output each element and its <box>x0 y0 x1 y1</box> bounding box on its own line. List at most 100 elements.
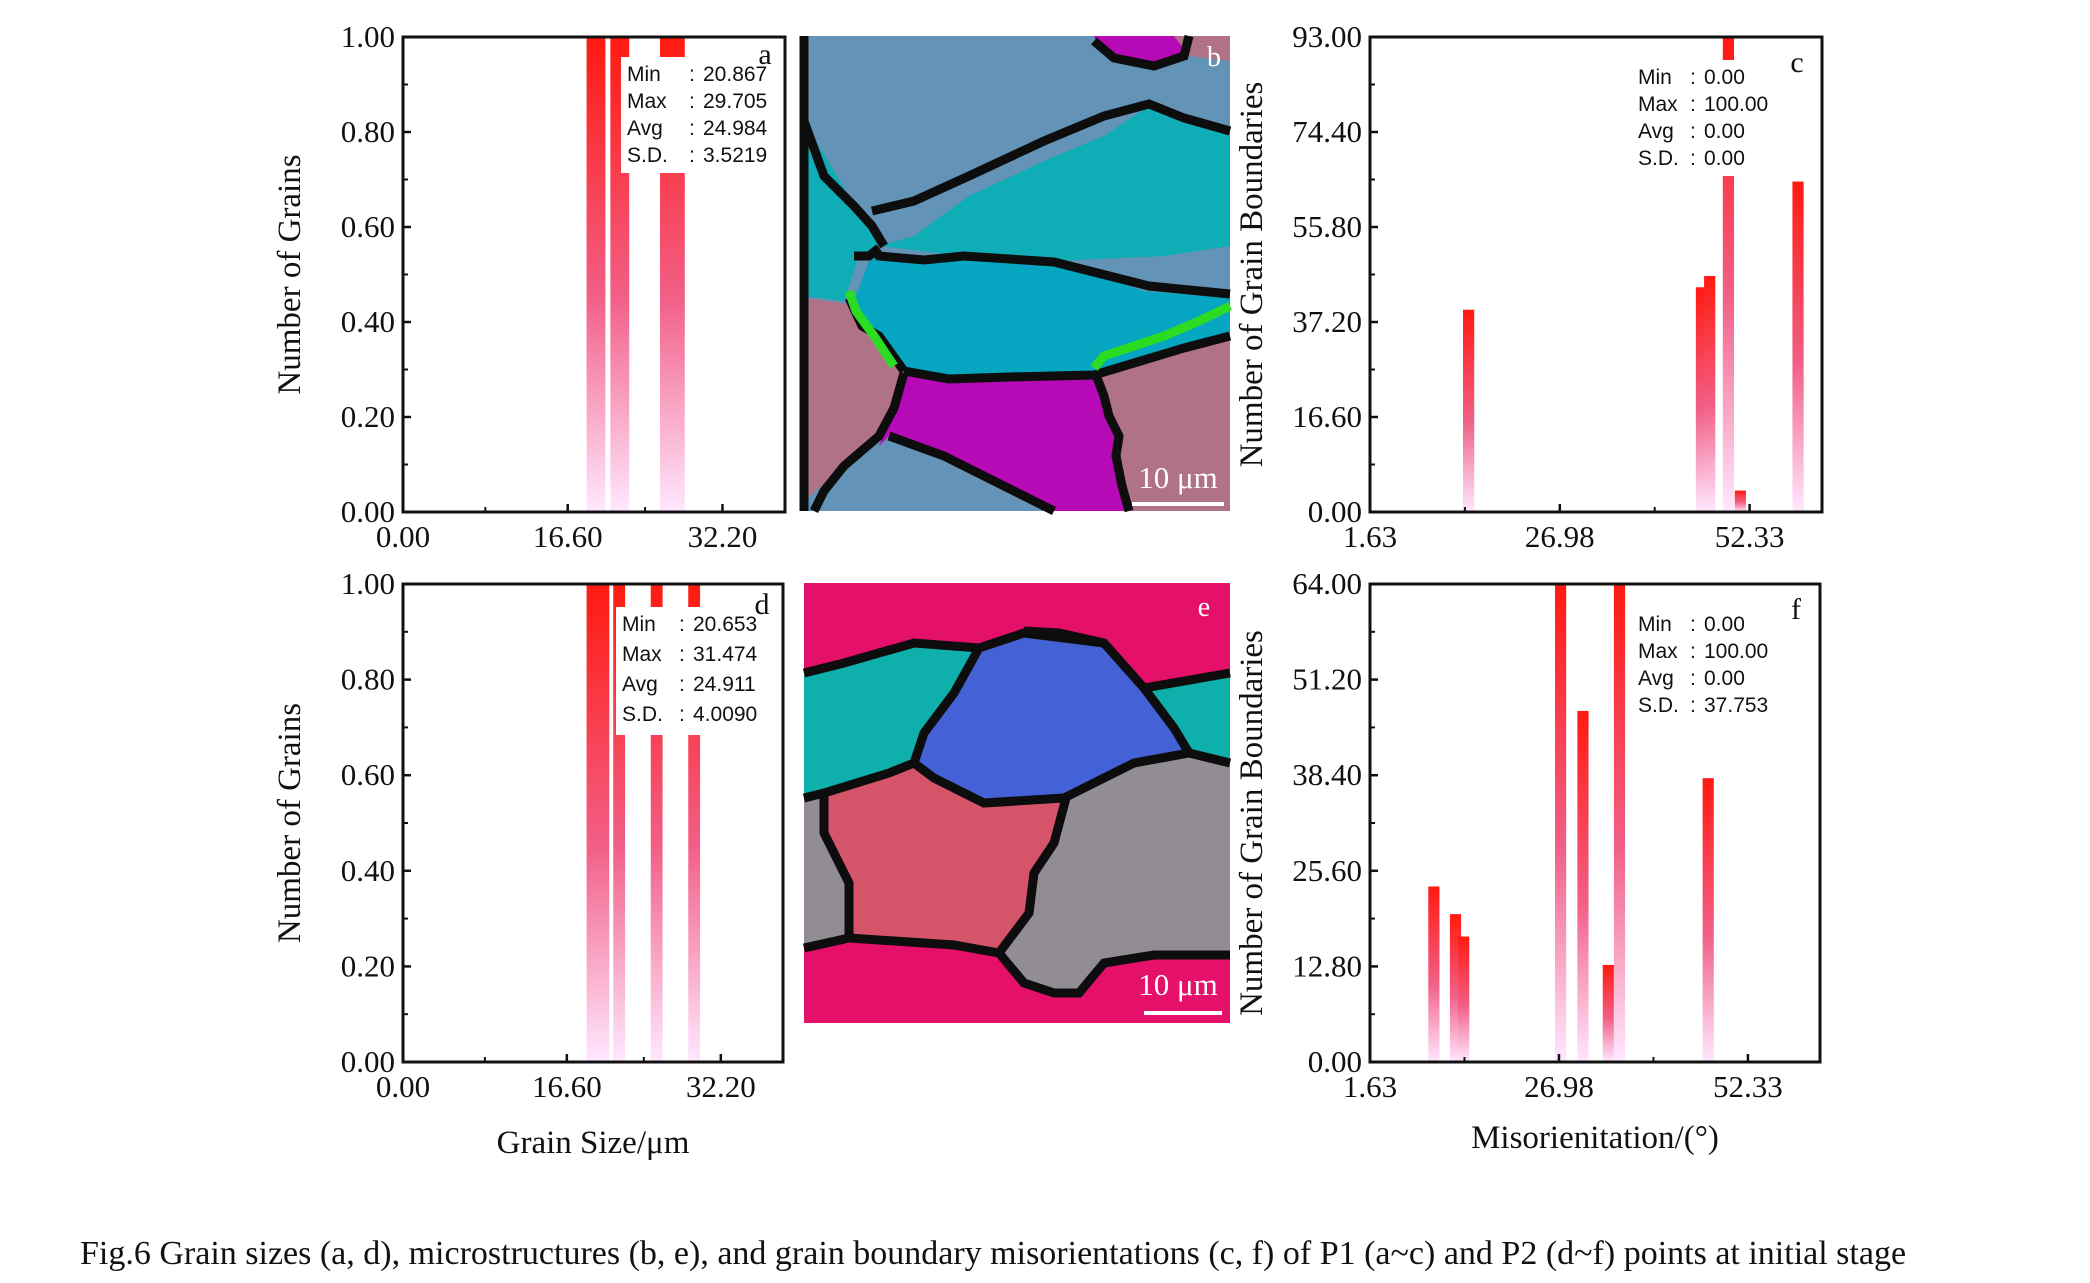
stats-value: 24.911 <box>693 673 756 696</box>
bar <box>586 37 606 512</box>
stats-label: Max <box>627 90 667 113</box>
y-axis-label: Number of Grains <box>272 703 308 943</box>
stats-value: 0.00 <box>1704 120 1745 143</box>
y-tick-label: 0.20 <box>341 399 395 434</box>
panel-label: d <box>755 588 770 621</box>
bar <box>1734 490 1747 512</box>
stats-separator: : <box>679 613 685 636</box>
x-tick-label: 26.98 <box>1524 1069 1594 1104</box>
bar <box>1555 584 1567 1062</box>
y-axis-label: Number of Grain Boundaries <box>1234 82 1270 468</box>
grain-boundaries <box>802 626 1232 998</box>
microstructure-map-b: 10 μm b <box>799 34 1232 516</box>
bar <box>1577 710 1589 1062</box>
x-tick-label: 16.60 <box>532 1069 602 1104</box>
stats-box <box>1632 60 1792 176</box>
bar <box>1458 936 1470 1062</box>
stats-label: Avg <box>1638 120 1674 143</box>
y-tick-label: 16.60 <box>1292 399 1362 434</box>
misorientation-chart-f: Min:0.00Max:100.00Avg:0.00S.D.:37.7530.0… <box>1234 566 1822 1156</box>
stats-separator: : <box>1690 613 1696 636</box>
x-tick-label: 52.33 <box>1713 1069 1783 1104</box>
grain <box>999 753 1230 993</box>
stats-separator: : <box>679 703 685 726</box>
stats-separator: : <box>1690 93 1696 116</box>
x-tick-label: 32.20 <box>688 519 758 554</box>
x-tick-label: 0.00 <box>376 519 430 554</box>
y-tick-label: 0.00 <box>341 1044 395 1079</box>
y-tick-label: 12.80 <box>1292 948 1362 983</box>
grain <box>804 106 1230 301</box>
y-tick-label: 0.40 <box>341 853 395 888</box>
panel-label: b <box>1207 42 1221 73</box>
x-tick-label: 1.63 <box>1343 1069 1397 1104</box>
y-axis-label: Number of Grains <box>272 154 308 394</box>
scale-label: 10 μm <box>1138 967 1217 1002</box>
y-tick-label: 0.40 <box>341 304 395 339</box>
bar <box>1602 964 1614 1062</box>
bar <box>688 584 701 1062</box>
stats-separator: : <box>689 144 695 167</box>
grain-size-chart-a: Min:20.867Max:29.705Avg:24.984S.D.:3.521… <box>272 19 787 554</box>
bar <box>597 584 610 1062</box>
figure-caption: Fig.6 Grain sizes (a, d), microstructure… <box>80 1235 1906 1272</box>
stats-label: Min <box>627 63 661 86</box>
panel-label: a <box>758 38 771 71</box>
stats-separator: : <box>679 673 685 696</box>
stats-separator: : <box>689 63 695 86</box>
stats-value: 0.00 <box>1704 613 1745 636</box>
stats-label: S.D. <box>1638 147 1679 170</box>
bar <box>1702 778 1714 1062</box>
bar <box>1704 276 1716 512</box>
stats-value: 37.753 <box>1704 694 1768 717</box>
bar <box>1462 309 1475 512</box>
stats-value: 100.00 <box>1704 93 1768 116</box>
y-tick-label: 64.00 <box>1292 566 1362 601</box>
stats-value: 4.0090 <box>693 703 757 726</box>
stats-value: 0.00 <box>1704 147 1745 170</box>
stats-value: 24.984 <box>703 117 768 140</box>
y-tick-label: 74.40 <box>1292 114 1362 149</box>
y-tick-label: 0.00 <box>1308 494 1362 529</box>
panel-label: c <box>1790 46 1803 79</box>
stats-label: S.D. <box>622 703 663 726</box>
y-tick-label: 0.60 <box>341 209 395 244</box>
twin-boundary-right <box>1090 301 1232 371</box>
stats-label: Max <box>622 643 662 666</box>
x-tick-label: 0.00 <box>376 1069 430 1104</box>
bar <box>1695 287 1708 512</box>
y-tick-label: 0.80 <box>341 662 395 697</box>
stats-label: S.D. <box>1638 694 1679 717</box>
stats-separator: : <box>1690 66 1696 89</box>
grain <box>804 643 979 798</box>
stats-label: Min <box>1638 613 1672 636</box>
stats-label: Max <box>1638 93 1678 116</box>
x-tick-label: 16.60 <box>533 519 603 554</box>
stats-value: 0.00 <box>1704 667 1745 690</box>
stats-separator: : <box>1690 694 1696 717</box>
stats-value: 20.653 <box>693 613 757 636</box>
bar <box>1449 914 1462 1062</box>
y-tick-label: 1.00 <box>341 19 395 54</box>
stats-box <box>616 607 776 735</box>
y-tick-label: 0.00 <box>1308 1044 1362 1079</box>
bar <box>613 584 626 1062</box>
stats-box <box>621 57 781 173</box>
x-tick-label: 32.20 <box>686 1069 756 1104</box>
x-tick-label: 1.63 <box>1343 519 1397 554</box>
misorientation-chart-c: Min:0.00Max:100.00Avg:0.00S.D.:0.000.001… <box>1234 19 1824 554</box>
grain <box>1096 336 1230 511</box>
grain <box>1144 673 1230 773</box>
twin-boundary-left <box>844 289 898 369</box>
scale-label: 10 μm <box>1138 460 1217 495</box>
x-tick-label: 26.98 <box>1525 519 1595 554</box>
bar <box>1613 584 1626 1062</box>
bar <box>650 584 663 1062</box>
stats-label: S.D. <box>627 144 668 167</box>
y-tick-label: 37.20 <box>1292 304 1362 339</box>
stats-separator: : <box>679 643 685 666</box>
stats-separator: : <box>1690 640 1696 663</box>
stats-label: Avg <box>627 117 663 140</box>
stats-label: Max <box>1638 640 1678 663</box>
stats-value: 100.00 <box>1704 640 1768 663</box>
